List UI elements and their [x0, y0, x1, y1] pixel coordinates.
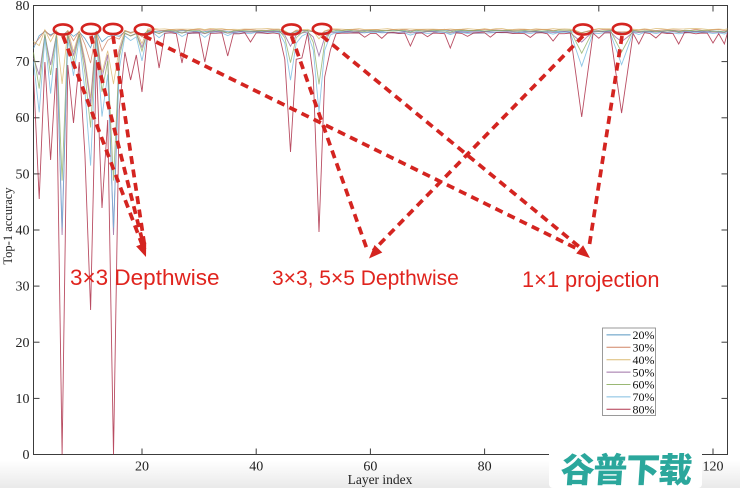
svg-text:40: 40 — [16, 224, 30, 239]
svg-text:80%: 80% — [633, 403, 655, 417]
svg-text:80: 80 — [478, 460, 492, 475]
svg-text:3×3, 5×5 Depthwise: 3×3, 5×5 Depthwise — [272, 267, 459, 290]
svg-text:10: 10 — [16, 392, 30, 407]
svg-text:60: 60 — [363, 460, 377, 475]
svg-text:60: 60 — [16, 111, 30, 126]
svg-text:40: 40 — [249, 460, 263, 475]
svg-text:50%: 50% — [633, 365, 655, 379]
svg-text:Top-1 accuracy: Top-1 accuracy — [1, 187, 15, 265]
svg-text:120: 120 — [703, 460, 724, 475]
svg-text:60%: 60% — [633, 378, 655, 392]
svg-text:Layer index: Layer index — [348, 472, 413, 487]
svg-text:70%: 70% — [633, 390, 655, 404]
svg-text:50: 50 — [16, 167, 30, 182]
svg-text:30: 30 — [16, 280, 30, 295]
svg-text:20: 20 — [16, 336, 30, 351]
svg-text:30%: 30% — [633, 341, 655, 355]
svg-text:1×1 projection: 1×1 projection — [522, 267, 660, 292]
svg-text:80: 80 — [16, 0, 30, 14]
svg-text:20: 20 — [135, 460, 149, 475]
svg-text:40%: 40% — [633, 353, 655, 367]
svg-text:0: 0 — [23, 448, 30, 463]
svg-text:70: 70 — [16, 55, 30, 70]
svg-text:3×3 Depthwise: 3×3 Depthwise — [70, 265, 219, 290]
svg-text:20%: 20% — [633, 328, 655, 342]
